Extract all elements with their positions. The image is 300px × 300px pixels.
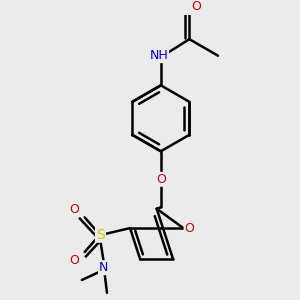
Text: S: S <box>96 228 105 242</box>
Text: O: O <box>184 222 194 235</box>
Text: O: O <box>70 254 79 267</box>
Text: O: O <box>70 202 79 216</box>
Text: O: O <box>156 173 166 186</box>
Text: O: O <box>192 0 202 13</box>
Text: N: N <box>99 261 108 274</box>
Text: NH: NH <box>149 49 168 62</box>
